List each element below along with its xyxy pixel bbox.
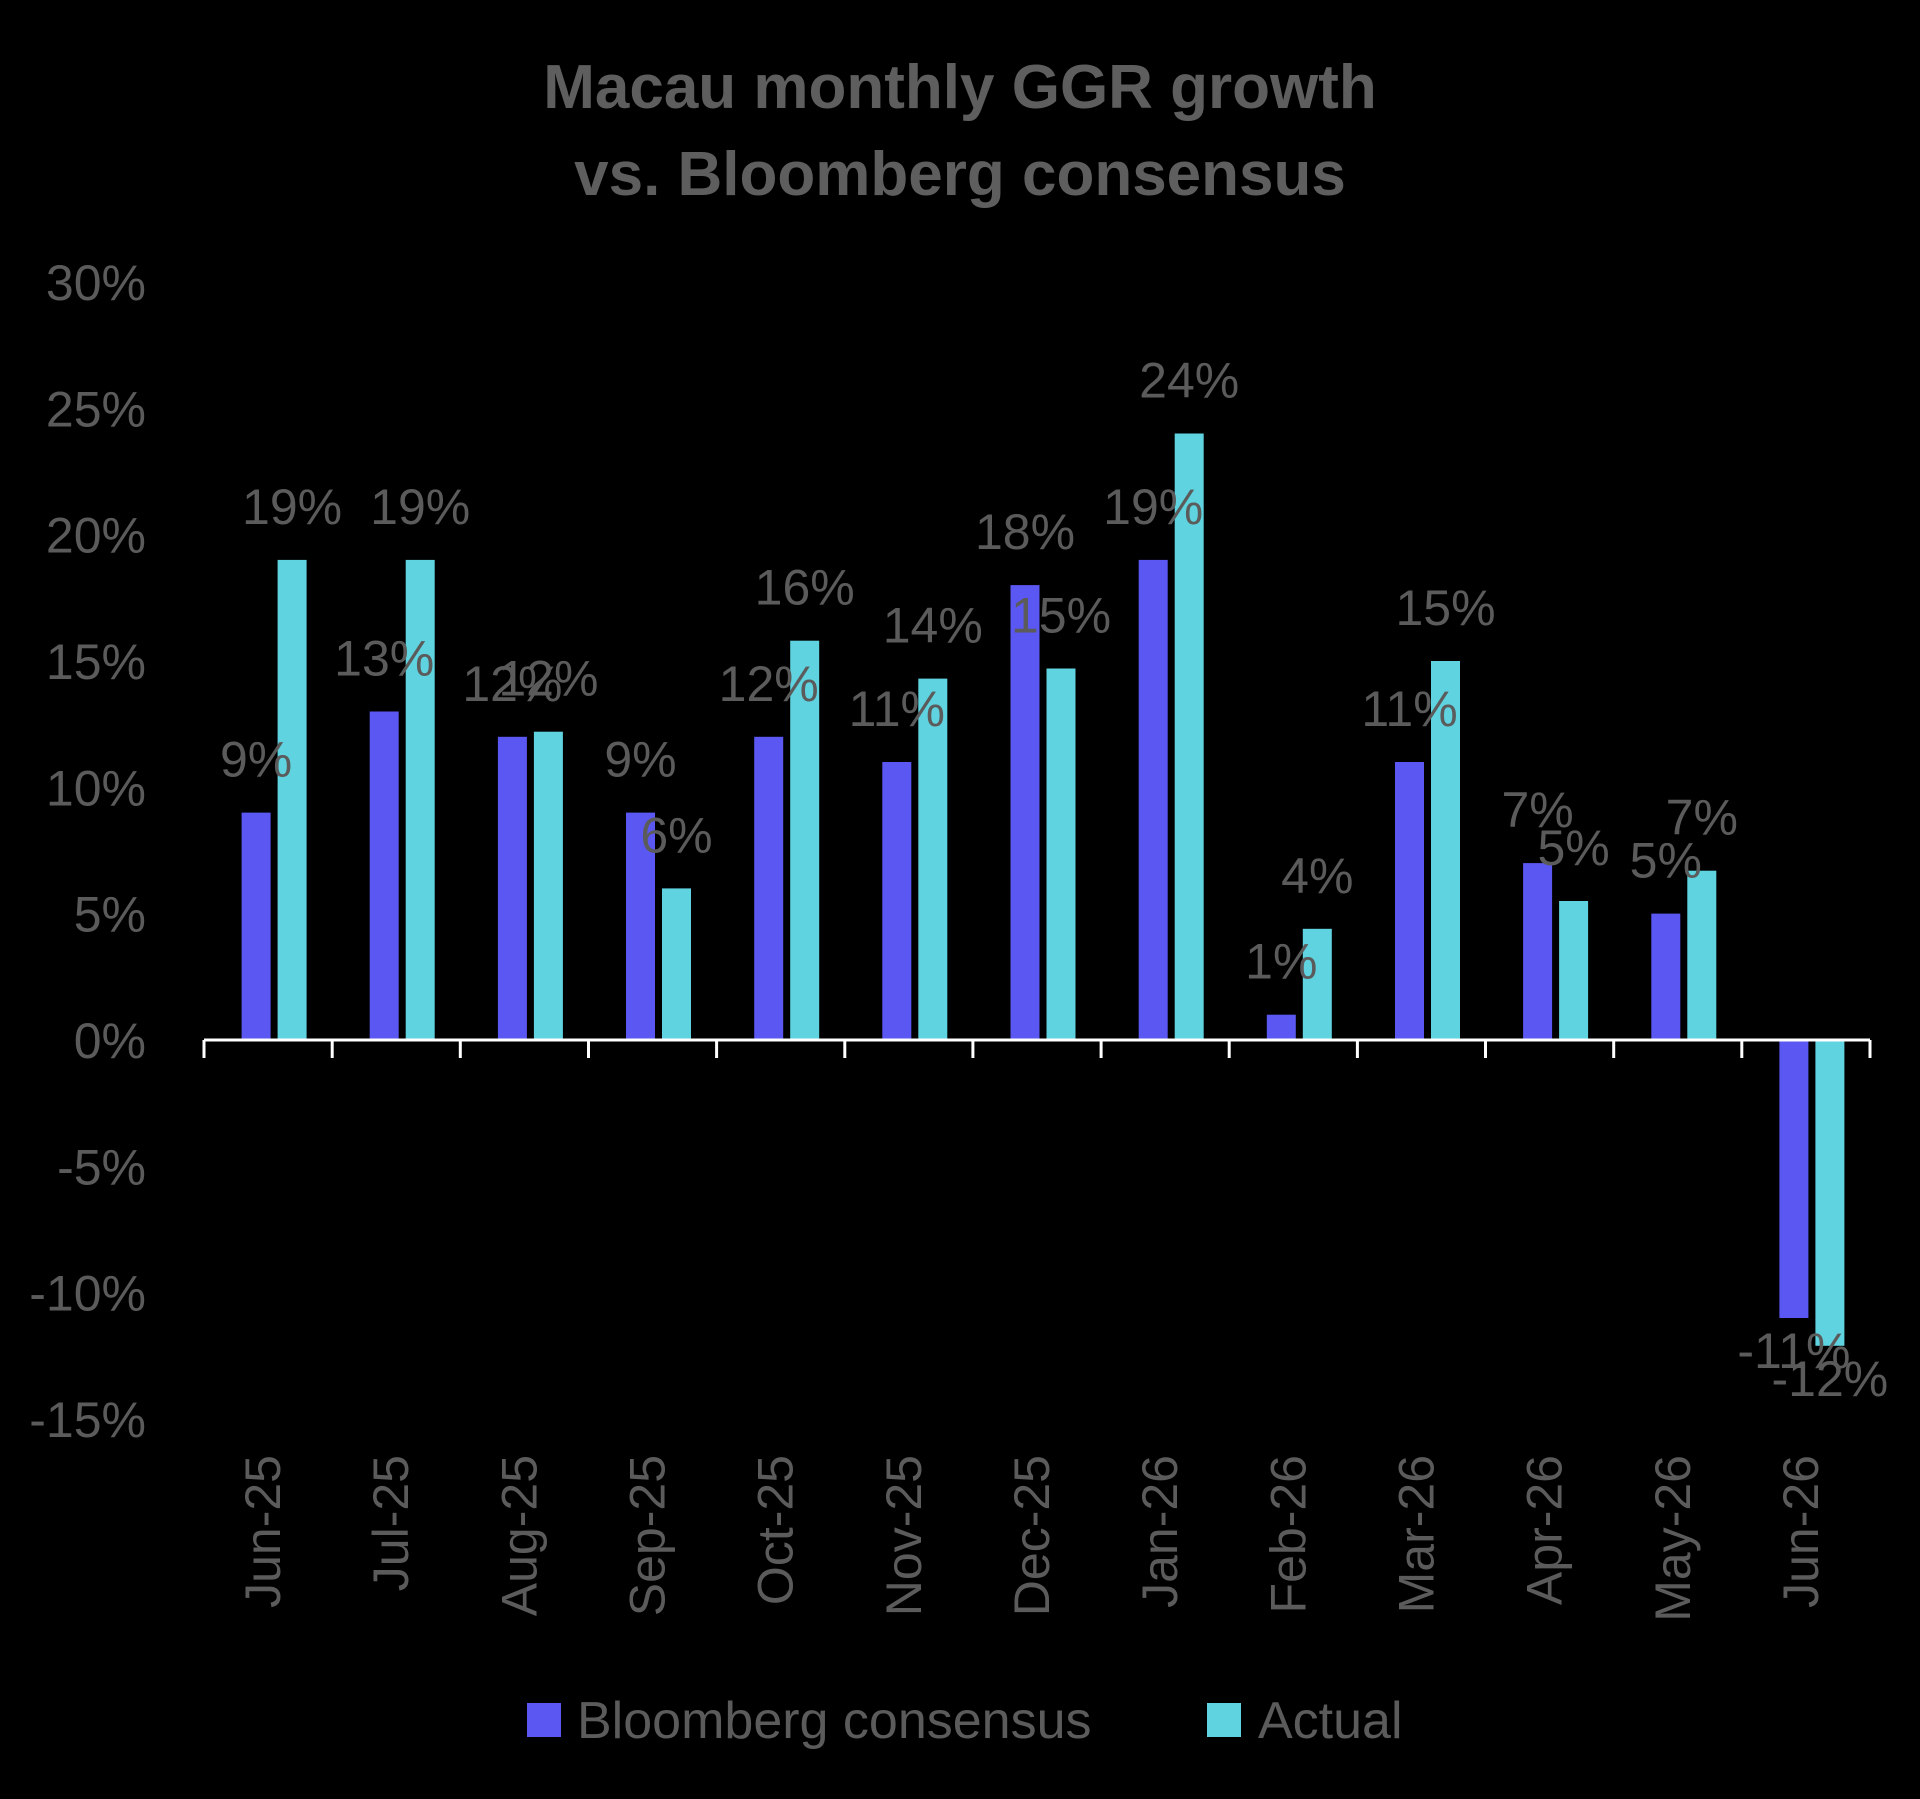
- x-category-label: Oct-25: [748, 1455, 804, 1605]
- bar-actual: [533, 731, 563, 1040]
- bar-bloomberg-consensus: [1010, 585, 1040, 1040]
- data-label-actual: 15%: [1011, 588, 1111, 644]
- data-label-actual: 4%: [1281, 848, 1353, 904]
- bar-bloomberg-consensus: [1523, 863, 1553, 1040]
- bar-actual: [1431, 661, 1460, 1041]
- bar-actual: [405, 559, 435, 1040]
- data-label-bloomberg-consensus: 12%: [719, 656, 819, 712]
- bars: [241, 433, 1845, 1346]
- bar-actual: [277, 559, 307, 1040]
- data-label-actual: 14%: [883, 598, 983, 654]
- data-label-actual: -12%: [1772, 1351, 1889, 1407]
- data-label-bloomberg-consensus: 12%: [462, 656, 562, 712]
- x-category-label: Nov-25: [876, 1455, 932, 1616]
- data-label-bloomberg-consensus: 1%: [1245, 934, 1317, 990]
- y-tick-label: -15%: [29, 1392, 146, 1448]
- x-category-label: Dec-25: [1004, 1455, 1060, 1616]
- data-label-bloomberg-consensus: 11%: [849, 681, 945, 737]
- bar-bloomberg-consensus: [626, 812, 655, 1040]
- x-category-label: May-26: [1645, 1455, 1701, 1622]
- bar-bloomberg-consensus: [497, 736, 527, 1040]
- bar-actual: [1302, 928, 1332, 1040]
- x-category-label: Feb-26: [1260, 1455, 1316, 1613]
- bar-bloomberg-consensus: [1395, 762, 1424, 1040]
- data-label-bloomberg-consensus: 11%: [1361, 681, 1457, 737]
- bar-bloomberg-consensus: [369, 711, 399, 1040]
- bar-bloomberg-consensus: [754, 736, 784, 1040]
- chart-title: Macau monthly GGR growth vs. Bloomberg c…: [543, 53, 1377, 209]
- y-tick-label: 10%: [46, 760, 146, 816]
- data-label-actual: 15%: [1395, 580, 1495, 636]
- y-tick-label: 30%: [46, 255, 146, 311]
- bar-actual: [1815, 1040, 1845, 1346]
- data-label-bloomberg-consensus: 7%: [1501, 782, 1573, 838]
- bar-bloomberg-consensus: [1138, 559, 1168, 1040]
- legend-label: Bloomberg consensus: [577, 1692, 1092, 1750]
- data-label-bloomberg-consensus: 9%: [604, 732, 676, 788]
- data-label-bloomberg-consensus: 18%: [975, 504, 1075, 560]
- y-tick-label: 25%: [46, 381, 146, 437]
- legend-swatch: [1207, 1703, 1241, 1737]
- y-tick-label: -10%: [29, 1266, 146, 1322]
- x-category-label: Apr-26: [1517, 1455, 1573, 1605]
- x-category-label: Jun-25: [235, 1455, 291, 1608]
- bar-bloomberg-consensus: [1266, 1014, 1296, 1040]
- bar-bloomberg-consensus: [1651, 913, 1681, 1040]
- data-label-actual: 19%: [242, 479, 342, 535]
- data-label-bloomberg-consensus: 9%: [220, 732, 292, 788]
- legend-item-bloomberg-consensus: Bloomberg consensus: [527, 1692, 1092, 1750]
- y-tick-label: 0%: [74, 1013, 146, 1069]
- data-label-actual: 12%: [498, 651, 598, 707]
- data-label-bloomberg-consensus: 19%: [1103, 479, 1203, 535]
- data-label-actual: 7%: [1666, 790, 1738, 846]
- data-label-actual: 24%: [1139, 353, 1239, 409]
- y-tick-label: 5%: [74, 887, 146, 943]
- bar-bloomberg-consensus: [882, 762, 912, 1040]
- legend-label: Actual: [1258, 1692, 1403, 1750]
- data-labels: 9%13% 12%9%12% 11%18% 19%1%11%7%5%-11%19% 19…: [220, 353, 1888, 1407]
- legend-swatch: [527, 1703, 561, 1737]
- bar-actual: [1174, 433, 1204, 1040]
- bar-actual: [662, 888, 691, 1040]
- data-label-actual: 16%: [755, 560, 855, 616]
- data-label-actual: 6%: [640, 807, 712, 863]
- bar-actual: [790, 640, 820, 1040]
- x-category-label: Mar-26: [1389, 1455, 1445, 1613]
- y-tick-label: 20%: [46, 508, 146, 564]
- bar-bloomberg-consensus: [1779, 1040, 1809, 1318]
- bar-actual: [1046, 668, 1076, 1040]
- data-label-bloomberg-consensus: 13%: [334, 631, 434, 687]
- legend: Bloomberg consensus Actual: [527, 1692, 1403, 1750]
- data-label-actual: 19%: [370, 479, 470, 535]
- bar-actual: [1559, 901, 1589, 1040]
- x-category-label: Jun-26: [1773, 1455, 1829, 1608]
- data-label-bloomberg-consensus: -11%: [1737, 1323, 1850, 1379]
- y-tick-label: -5%: [57, 1139, 146, 1195]
- x-axis: Jun-25 Jul-25 Aug-25 Sep-25 Oct-25 Nov-25 Dec-…: [202, 1038, 1872, 1622]
- data-label-bloomberg-consensus: 5%: [1630, 833, 1702, 889]
- bar-bloomberg-consensus: [241, 812, 271, 1040]
- legend-item-actual: Actual: [1207, 1692, 1403, 1750]
- bar-actual: [1687, 870, 1717, 1040]
- data-label-actual: 5%: [1537, 820, 1609, 876]
- x-category-label: Aug-25: [491, 1455, 547, 1616]
- bar-actual: [918, 678, 948, 1040]
- x-category-label: Sep-25: [620, 1455, 676, 1616]
- x-category-label: Jul-25: [363, 1455, 419, 1591]
- chart-title-line-2: vs. Bloomberg consensus: [574, 140, 1346, 209]
- chart-title-line-1: Macau monthly GGR growth: [543, 53, 1377, 122]
- y-axis: 30% 25% 20% 15% 10% 5% 0% -5% -10% -15%: [29, 255, 146, 1448]
- y-tick-label: 15%: [46, 634, 146, 690]
- x-category-label: Jan-26: [1132, 1455, 1188, 1608]
